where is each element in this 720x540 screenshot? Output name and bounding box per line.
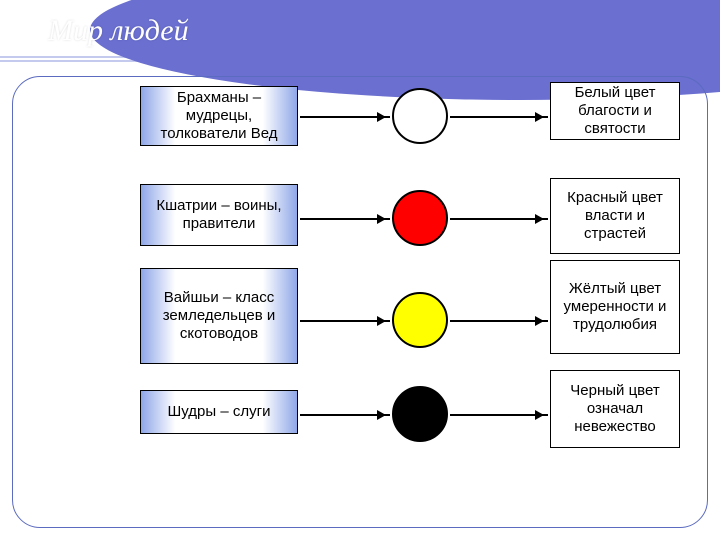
arrow-right-1 [450,218,548,220]
caste-label-3: Шудры – слуги [168,403,271,421]
meaning-box-0: Белый цвет благости и святости [550,82,680,140]
arrow-right-0 [450,116,548,118]
color-circle-3 [392,386,448,442]
arrow-right-2 [450,320,548,322]
caste-box-1: Кшатрии – воины, правители [140,184,298,246]
slide-title: Мир людей [48,14,189,48]
caste-box-0: Брахманы – мудрецы, толкователи Вед [140,86,298,146]
arrow-right-3 [450,414,548,416]
arrow-left-1 [300,218,390,220]
caste-label-0: Брахманы – мудрецы, толкователи Вед [147,89,291,143]
meaning-label-3: Черный цвет означал невежество [557,382,673,436]
meaning-label-0: Белый цвет благости и святости [557,84,673,138]
color-circle-0 [392,88,448,144]
meaning-label-1: Красный цвет власти и страстей [557,189,673,243]
caste-label-2: Вайшьи – класс земледельцев и скотоводов [147,289,291,343]
arrow-left-2 [300,320,390,322]
meaning-box-2: Жёлтый цвет умеренности и трудолюбия [550,260,680,354]
meaning-box-1: Красный цвет власти и страстей [550,178,680,254]
caste-box-2: Вайшьи – класс земледельцев и скотоводов [140,268,298,364]
color-circle-1 [392,190,448,246]
caste-box-3: Шудры – слуги [140,390,298,434]
arrow-left-3 [300,414,390,416]
slide-stage: Мир людей Брахманы – мудрецы, толковател… [0,0,720,540]
meaning-label-2: Жёлтый цвет умеренности и трудолюбия [557,280,673,334]
arrow-left-0 [300,116,390,118]
color-circle-2 [392,292,448,348]
caste-label-1: Кшатрии – воины, правители [147,197,291,233]
meaning-box-3: Черный цвет означал невежество [550,370,680,448]
